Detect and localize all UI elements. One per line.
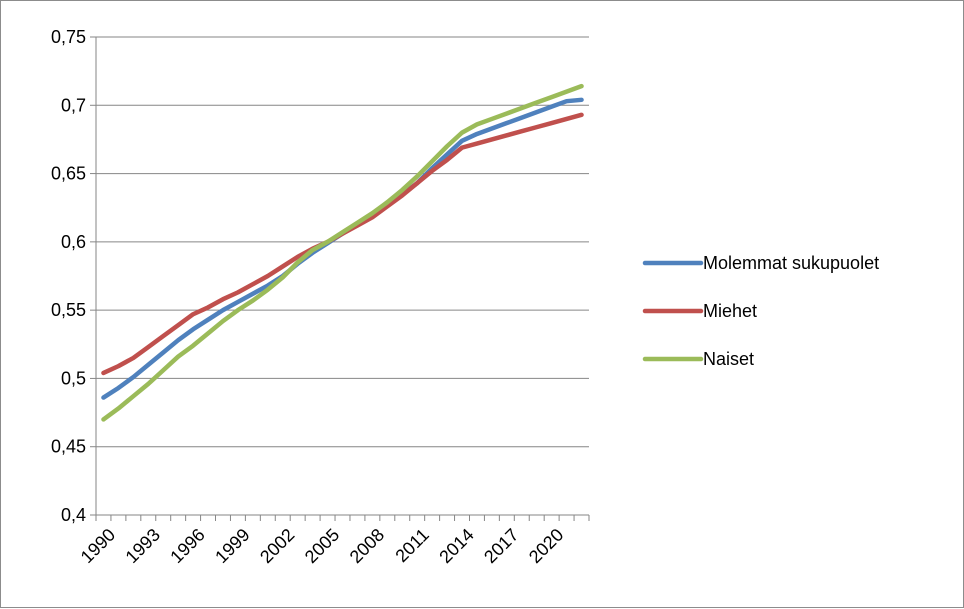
series-line-2 [101,112,584,376]
y-tick-label: 0,6 [61,232,86,252]
y-tick-label: 0,45 [51,437,86,457]
legend: Molemmat sukupuolet Miehet Naiset [642,253,879,369]
x-tick-label: 2002 [256,525,298,567]
axes [90,36,590,521]
legend-label-3: Naiset [703,349,754,369]
legend-label-2: Miehet [703,301,757,321]
x-tick-label: 2008 [346,525,388,567]
x-tick-label: 1990 [77,525,119,567]
x-tick-label: 1999 [211,525,253,567]
series-lines [101,83,584,422]
x-tick-label: 2014 [435,525,477,567]
legend-label-1: Molemmat sukupuolet [703,253,879,273]
y-tick-label: 0,55 [51,300,86,320]
y-tick-label: 0,65 [51,164,86,184]
series-line-3 [101,83,584,422]
y-tick-label: 0,4 [61,505,86,525]
y-tick-label: 0,7 [61,95,86,115]
gridlines [96,36,589,448]
x-axis-tick-labels: 1990 1993 1996 1999 2002 2005 2008 2011 2014 2017… [77,525,568,567]
x-tick-label: 1993 [122,525,164,567]
x-tick-label: 2017 [480,525,522,567]
y-tick-label: 0,75 [51,27,86,47]
y-tick-label: 0,5 [61,368,86,388]
series-line-1 [101,97,584,400]
y-axis-tick-labels: 0,4 0,45 0,5 0,55 0,6 0,65 0,7 0,75 [51,27,86,525]
x-tick-label: 2005 [301,525,343,567]
x-tick-label: 2011 [391,525,433,567]
x-tick-label: 1996 [166,525,208,567]
x-tick-label: 2020 [525,525,567,567]
